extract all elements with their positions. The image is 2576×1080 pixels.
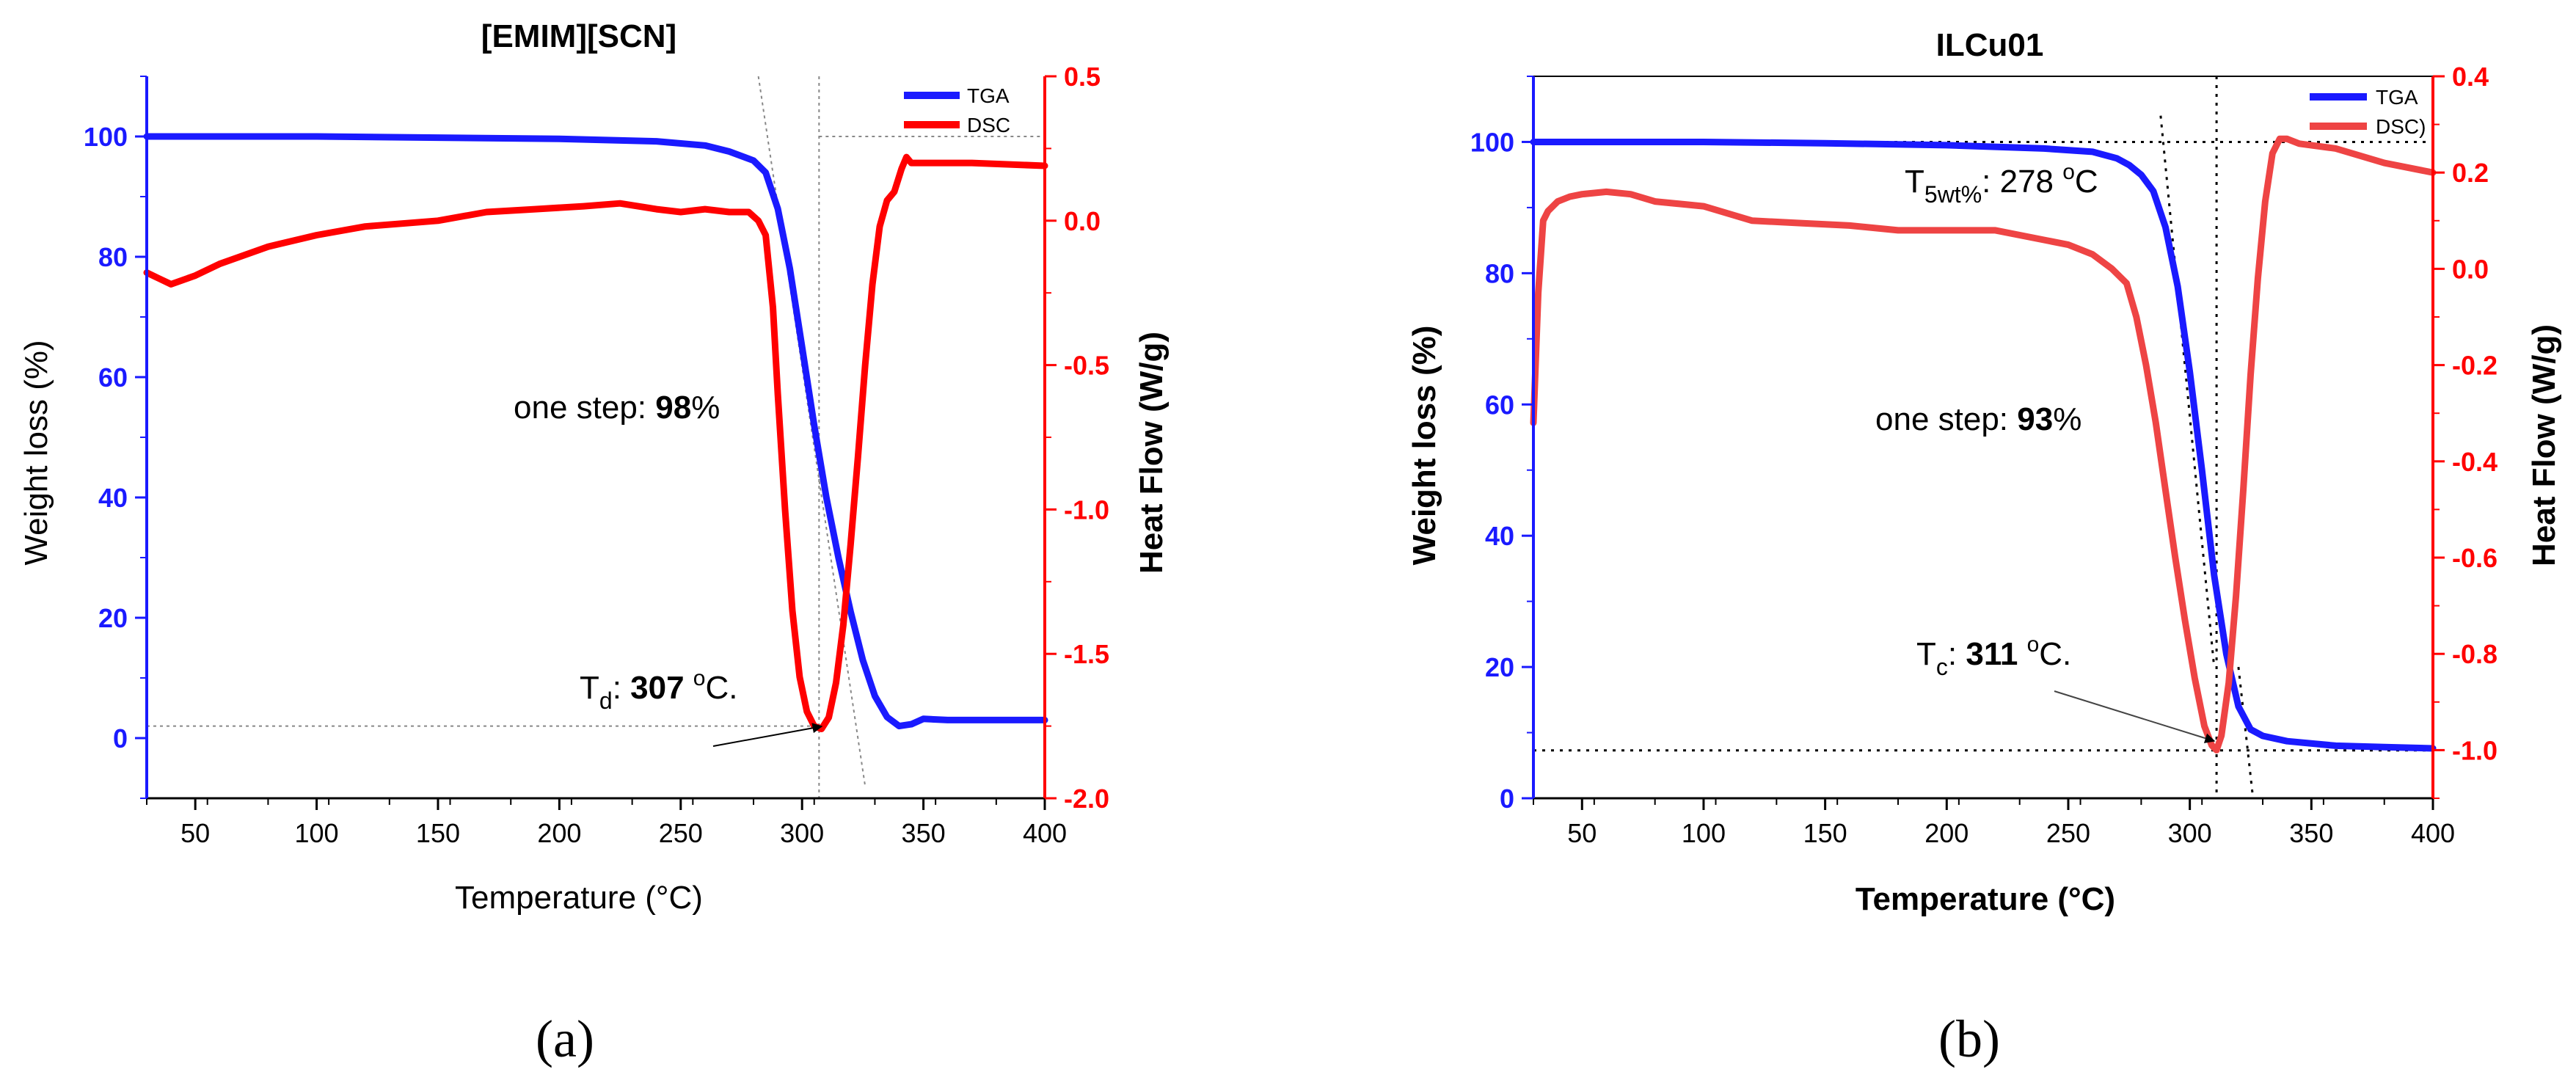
panel-a-y-right-tick-label: -1.0 xyxy=(1064,495,1109,525)
panel-b-y-right-tick-label: 0.4 xyxy=(2452,62,2489,92)
panel-a-x-tick-label: 100 xyxy=(295,818,339,848)
panel-b-x-tick-label: 400 xyxy=(2411,818,2455,848)
panel-b-x-tick-label: 50 xyxy=(1567,818,1597,848)
panel-b-x-tick-label: 200 xyxy=(1924,818,1969,848)
panel-b-series-group xyxy=(1530,135,2437,754)
panel-a-plot-area xyxy=(143,76,1048,798)
panel-b-x-tick-label: 150 xyxy=(1803,818,1847,848)
panel-a-guide-line xyxy=(757,76,866,787)
panel-b-annotation-tc: Tc: 311 oC. xyxy=(1916,632,2071,680)
panel-b-y-left-tick-label: 100 xyxy=(1470,127,1514,157)
panel-b-x-tick-label: 350 xyxy=(2289,818,2333,848)
panel-b-annotation-one-step: one step: 93% xyxy=(1875,401,2081,437)
panel-b-y-left-tick-label: 20 xyxy=(1485,652,1514,682)
panel-b-y-left-tick-label: 0 xyxy=(1500,784,1514,814)
panel-b-y-right-tick-label: -0.6 xyxy=(2452,543,2497,573)
panel-b-annotation-arrow xyxy=(2054,690,2216,743)
panel-b-legend: TGA DSC) xyxy=(2310,86,2426,138)
panel-b-legend-label-dsc: DSC) xyxy=(2376,115,2426,138)
panel-a-x-tick-label: 400 xyxy=(1023,818,1067,848)
panel-b-y-left-tick-label: 60 xyxy=(1485,390,1514,420)
panel-b-y-right-tick-label: -0.2 xyxy=(2452,351,2497,381)
panel-b-y-left-axis-title: Weight loss (%) xyxy=(1406,326,1442,566)
panel-b-series-tga-line xyxy=(1530,139,2437,752)
panel-a-x-tick-label: 150 xyxy=(416,818,460,848)
panel-b-x-tick-label: 100 xyxy=(1682,818,1726,848)
panel-b-y-right-tick-label: 0.2 xyxy=(2452,158,2489,188)
panel-b-guide-line xyxy=(2159,115,2216,668)
panel-a-series-dsc-line xyxy=(143,153,1048,732)
panel-a-annotation-td: Td: 307 oC. xyxy=(580,666,737,714)
panel-a-series-tga-line xyxy=(143,133,1048,730)
panel-b-y-left-tick-label: 40 xyxy=(1485,521,1514,551)
panel-a-title: [EMIM][SCN] xyxy=(481,18,676,54)
panel-a-series-group xyxy=(143,133,1048,732)
panel-a-annotation-arrow xyxy=(712,723,823,747)
panel-a-x-axis-title: Temperature (°C) xyxy=(455,880,703,916)
panel-b-y-right-tick-label: -0.4 xyxy=(2452,447,2497,477)
panel-b-legend-label-tga: TGA xyxy=(2376,86,2418,109)
panel-a-legend-label-tga: TGA xyxy=(967,84,1010,107)
panel-b-series-dsc-line xyxy=(1530,135,2437,754)
panel-a-x-tick-label: 200 xyxy=(537,818,581,848)
panel-b-x-axis-title: Temperature (°C) xyxy=(1856,881,2115,917)
panel-b-axes: 50 100 150 200 250 300 350 400 0 20 40 60 80 100 -1.0 -… xyxy=(1470,62,2497,848)
panel-a-x-tick-label: 300 xyxy=(780,818,824,848)
panel-a-y-left-tick-label: 80 xyxy=(98,242,128,272)
panel-b-annotation-t5wt: T5wt%: 278 oC xyxy=(1905,160,2098,208)
panel-a-x-tick-label: 350 xyxy=(902,818,946,848)
panel-a-y-right-tick-label: -0.5 xyxy=(1064,351,1109,381)
panel-b-title: ILCu01 xyxy=(1936,27,2044,63)
panel-b-chart: 50 100 150 200 250 300 350 400 0 20 40 60 80 100 -1.0 -… xyxy=(1406,27,2562,1068)
panel-a-label: (a) xyxy=(536,1010,594,1068)
panel-a-y-right-tick-label: -1.5 xyxy=(1064,639,1109,669)
panel-b-y-right-tick-label: 0.0 xyxy=(2452,254,2489,284)
panel-a-y-left-tick-label: 60 xyxy=(98,362,128,393)
panel-a-annotation-one-step: one step: 98% xyxy=(514,390,720,426)
panel-a-y-right-tick-label: 0.0 xyxy=(1064,206,1101,236)
panel-b-y-right-axis-title: Heat Flow (W/g) xyxy=(2526,324,2562,566)
panel-a-legend-label-dsc: DSC xyxy=(967,114,1010,136)
panel-a-y-left-tick-label: 100 xyxy=(84,122,128,152)
panel-b-y-right-tick-label: -0.8 xyxy=(2452,639,2497,669)
panel-a-y-right-tick-label: 0.5 xyxy=(1064,62,1101,92)
panel-a-x-tick-label: 50 xyxy=(180,818,210,848)
panel-a-y-left-tick-label: 40 xyxy=(98,483,128,513)
panel-b-y-left-tick-label: 80 xyxy=(1485,258,1514,288)
panel-a-y-right-axis-title: Heat Flow (W/g) xyxy=(1134,332,1170,574)
panel-a-y-right-tick-label: -2.0 xyxy=(1064,784,1109,814)
panel-b-x-tick-label: 250 xyxy=(2046,818,2090,848)
panel-b-label: (b) xyxy=(1938,1010,2000,1068)
panel-a-axes: 50 100 150 200 250 300 350 400 0 20 40 60 80 100 -2.0 -… xyxy=(84,62,1109,848)
panel-a-y-left-tick-label: 0 xyxy=(113,723,128,754)
panel-a-y-left-tick-label: 20 xyxy=(98,603,128,633)
panel-a-x-tick-label: 250 xyxy=(659,818,703,848)
panel-a-legend: TGA DSC xyxy=(904,84,1010,136)
panel-a-y-left-axis-title: Weight loss (%) xyxy=(18,340,54,565)
panel-b-y-right-tick-label: -1.0 xyxy=(2452,735,2497,765)
panel-b-x-tick-label: 300 xyxy=(2168,818,2212,848)
panel-a-chart: 50 100 150 200 250 300 350 400 0 20 40 60 80 100 -2.0 -… xyxy=(18,18,1170,1068)
